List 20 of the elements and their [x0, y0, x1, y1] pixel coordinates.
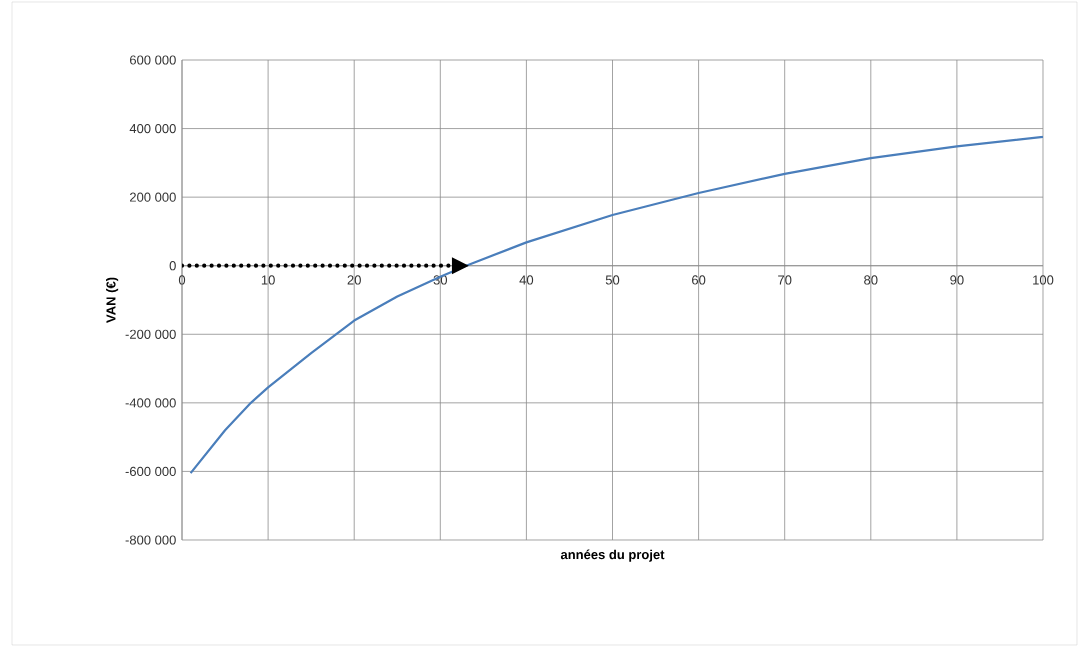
y-tick-label: 200 000 — [130, 192, 176, 202]
y-tick-label: 600 000 — [130, 55, 176, 65]
x-tick-label: 90 — [950, 275, 964, 285]
x-tick-label: 20 — [347, 275, 361, 285]
x-tick-label: 80 — [864, 275, 878, 285]
y-tick-label: -800 000 — [125, 535, 176, 545]
x-tick-label: 10 — [261, 275, 275, 285]
x-tick-label: 50 — [605, 275, 620, 285]
x-tick-label: 40 — [519, 275, 534, 285]
y-tick-label: 0 — [169, 261, 176, 271]
x-tick-label: 70 — [778, 275, 792, 285]
y-tick-label: -600 000 — [125, 466, 176, 477]
y-tick-label: -200 000 — [125, 329, 176, 339]
y-tick-label: 400 000 — [129, 123, 176, 134]
x-axis-title: années du projet — [560, 549, 665, 562]
y-axis-title: VAN (€) — [106, 277, 119, 323]
x-tick-label: 60 — [692, 275, 706, 285]
x-tick-label: 0 — [178, 275, 186, 285]
y-tick-label: -400 000 — [125, 398, 176, 408]
x-tick-label: 100 — [1033, 275, 1054, 285]
